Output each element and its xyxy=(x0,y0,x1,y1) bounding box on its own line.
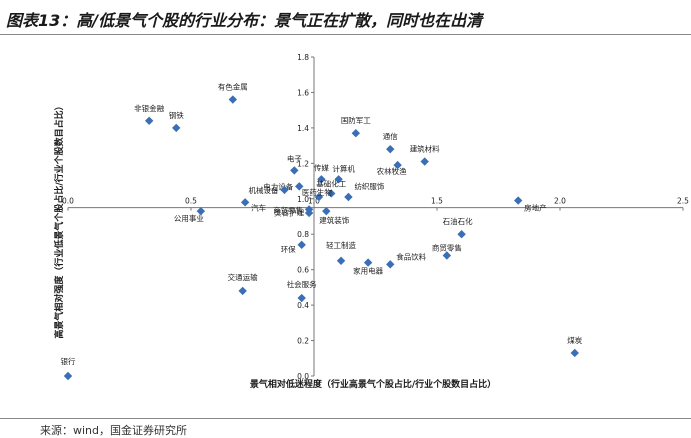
data-point xyxy=(344,192,353,202)
x-tick-label: 2.0 xyxy=(554,197,566,206)
point-label: 机械设备 xyxy=(248,185,278,195)
point-label: 银行 xyxy=(61,356,76,366)
y-tick-label: 1.2 xyxy=(297,159,309,168)
data-point xyxy=(363,258,373,267)
point-label: 环保 xyxy=(281,245,296,254)
point-label: 基础化工 xyxy=(316,178,346,188)
data-point xyxy=(196,206,206,216)
title-divider xyxy=(0,34,691,35)
y-tick-label: 1.4 xyxy=(297,124,309,133)
point-label: 钢铁 xyxy=(169,110,184,120)
source-note: 来源：wind，国金证券研究所 xyxy=(40,424,188,437)
tick-labels: 0.0 0.5 1.0 1.5 2.0 2.5 0.0 0.2 0.4 0.6 0.8 1.0 1.2 1… xyxy=(62,53,689,381)
point-label: 电子 xyxy=(287,153,302,163)
point-label: 食品饮料 xyxy=(396,251,426,261)
point-label: 煤炭 xyxy=(567,335,582,345)
data-point xyxy=(240,198,250,207)
point-label: 农林牧渔 xyxy=(377,166,407,176)
point-label: 房地产 xyxy=(524,203,547,213)
data-point xyxy=(280,185,289,195)
y-axis-label: 高景气相对强度（行业低景气个股占比/行业个股数目占比） xyxy=(53,101,65,338)
point-label: 商贸零售 xyxy=(432,242,462,252)
point-label: 交通运输 xyxy=(228,272,258,282)
footer-divider xyxy=(0,418,691,419)
y-tick-label: 0.0 xyxy=(297,372,309,381)
point-label: 家用电器 xyxy=(353,266,383,276)
data-point xyxy=(386,260,395,269)
x-tick-label: 0.0 xyxy=(62,197,74,206)
x-axis-label: 景气相对低迷程度（行业高景气个股占比/行业个股数目占比） xyxy=(250,378,496,390)
point-label: 电力设备 xyxy=(263,181,293,191)
point-label: 纺织服饰 xyxy=(354,181,384,191)
point-label: 有色金属 xyxy=(218,82,248,92)
y-tick-label: 1.0 xyxy=(297,195,309,204)
data-point xyxy=(63,371,73,381)
y-tick-label: 0.6 xyxy=(297,266,309,275)
data-point xyxy=(393,160,402,170)
data-point xyxy=(386,144,395,154)
data-point xyxy=(420,157,429,166)
point-label: 建筑装饰 xyxy=(319,215,349,225)
point-label: 商贸零售 xyxy=(273,205,303,215)
data-point xyxy=(317,175,326,184)
point-label: 通信 xyxy=(383,131,398,141)
data-point xyxy=(570,348,579,358)
point-label: 计算机 xyxy=(332,163,355,173)
y-tick-label: 1.6 xyxy=(297,88,309,97)
data-point xyxy=(297,240,306,250)
point-label: 轻工制造 xyxy=(326,240,356,250)
x-tick-label: 0.5 xyxy=(185,197,197,206)
point-label: 医药生物 xyxy=(302,187,332,197)
point-label: 传媒 xyxy=(314,162,329,172)
data-point xyxy=(442,251,452,260)
point-label: 国防军工 xyxy=(341,115,371,125)
data-point xyxy=(457,230,466,239)
y-tick-label: 1.8 xyxy=(297,53,309,62)
y-tick-label: 0.4 xyxy=(297,301,309,310)
data-point xyxy=(327,189,336,198)
data-point xyxy=(238,286,247,296)
point-label: 公用事业 xyxy=(174,213,204,223)
point-label: 非银金融 xyxy=(134,103,164,113)
data-point xyxy=(144,116,154,125)
scatter-chart: 0.0 0.5 1.0 1.5 2.0 2.5 0.0 0.2 0.4 0.6 0.8 1.0 1.2 1… xyxy=(53,53,689,390)
axes xyxy=(67,56,684,377)
data-point xyxy=(290,166,299,175)
point-label: 美容护理 xyxy=(274,207,304,217)
data-point xyxy=(513,196,523,205)
data-point xyxy=(351,129,361,138)
data-point xyxy=(304,208,314,218)
data-point xyxy=(322,206,331,216)
x-tick-label: 1.0 xyxy=(308,197,320,206)
point-label: 石油石化 xyxy=(443,216,473,226)
data-point xyxy=(314,192,324,202)
data-point xyxy=(334,175,343,184)
y-tick-label: 0.2 xyxy=(297,337,309,346)
data-point xyxy=(172,123,181,133)
x-tick-label: 2.5 xyxy=(677,197,689,206)
x-tick-label: 1.5 xyxy=(431,197,443,206)
point-label: 汽车 xyxy=(251,202,266,212)
data-point xyxy=(297,293,306,303)
chart-title: 图表13：高/低景气个股的行业分布：景气正在扩散，同时也在出清 xyxy=(6,11,483,30)
y-tick-label: 0.8 xyxy=(297,230,309,239)
data-point xyxy=(336,256,346,266)
point-label: 建筑材料 xyxy=(410,144,440,154)
data-point xyxy=(228,95,238,104)
data-point xyxy=(295,182,304,191)
point-label: 社会服务 xyxy=(287,279,317,289)
